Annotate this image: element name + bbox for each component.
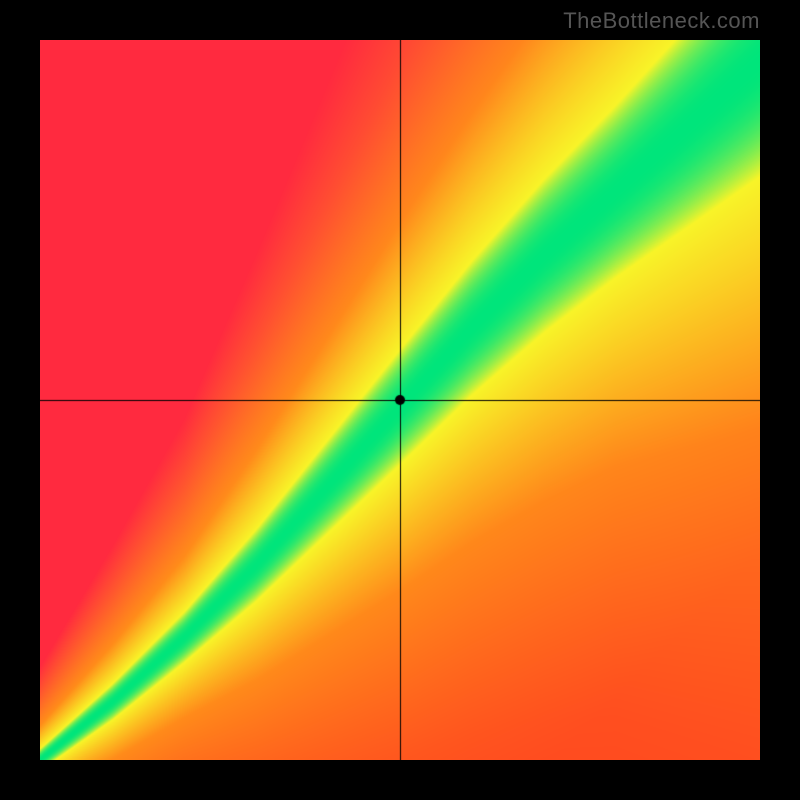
watermark-text: TheBottleneck.com [563,8,760,34]
heatmap-chart [40,40,760,760]
heatmap-canvas [40,40,760,760]
